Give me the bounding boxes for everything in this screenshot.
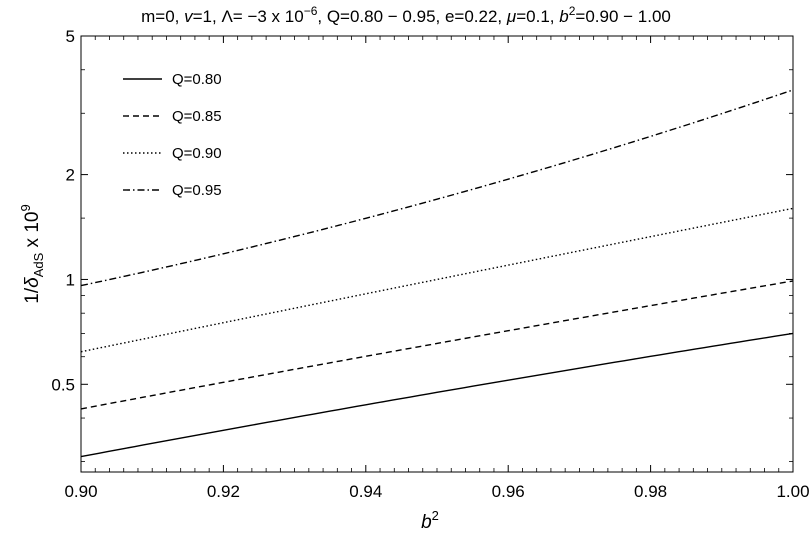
legend-label: Q=0.95 (172, 182, 222, 199)
y-tick-label: 5 (66, 27, 75, 46)
series-line-q-0-80 (80, 332, 794, 458)
x-axis-label: b2 (421, 508, 439, 533)
x-tick-label: 0.98 (634, 482, 667, 501)
y-axis-label: 1/δAdS x 109 (18, 204, 46, 303)
series-line-q-0-90 (80, 207, 794, 353)
chart-title: m=0, v=1, Λ= −3 x 10−6, Q=0.80 − 0.95, e… (141, 4, 671, 26)
series-line-q-0-95 (80, 89, 794, 287)
series-line-q-0-85 (80, 280, 794, 410)
x-axis-ticks: 0.90 0.92 0.94 0.96 0.98 1.00 (64, 36, 810, 501)
x-tick-label: 1.00 (776, 482, 809, 501)
y-tick-label: 2 (66, 166, 75, 185)
x-tick-label: 0.94 (349, 482, 382, 501)
x-tick-label: 0.90 (64, 482, 97, 501)
series-lines (80, 89, 794, 458)
y-axis-ticks: 0.5 1 2 5 (51, 27, 793, 462)
plot-frame (80, 35, 794, 473)
x-tick-label: 0.96 (492, 482, 525, 501)
legend-label: Q=0.80 (172, 71, 222, 88)
y-tick-label: 0.5 (51, 375, 75, 394)
x-tick-label: 0.92 (207, 482, 240, 501)
y-tick-label: 1 (66, 270, 75, 289)
legend-label: Q=0.85 (172, 108, 222, 125)
legend: Q=0.80 Q=0.85 Q=0.90 Q=0.95 (123, 71, 222, 199)
legend-label: Q=0.90 (172, 145, 222, 162)
